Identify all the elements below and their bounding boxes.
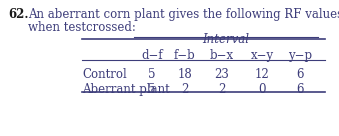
Text: Aberrant plant: Aberrant plant [82,83,170,96]
Text: f−b: f−b [174,49,196,62]
Text: 23: 23 [215,68,230,81]
Text: 0: 0 [258,83,266,96]
Text: Interval: Interval [202,33,250,46]
Text: An aberrant corn plant gives the following RF values: An aberrant corn plant gives the followi… [28,8,339,21]
Text: 2: 2 [218,83,226,96]
Text: 6: 6 [296,68,304,81]
Text: x−y: x−y [251,49,274,62]
Text: 5: 5 [148,68,156,81]
Text: 12: 12 [255,68,270,81]
Text: 62.: 62. [8,8,28,21]
Text: d−f: d−f [141,49,163,62]
Text: when testcrossed:: when testcrossed: [28,21,136,34]
Text: 6: 6 [296,83,304,96]
Text: y−p: y−p [288,49,312,62]
Text: b−x: b−x [210,49,234,62]
Text: Control: Control [82,68,127,81]
Text: 2: 2 [181,83,189,96]
Text: 18: 18 [178,68,192,81]
Text: 5: 5 [148,83,156,96]
